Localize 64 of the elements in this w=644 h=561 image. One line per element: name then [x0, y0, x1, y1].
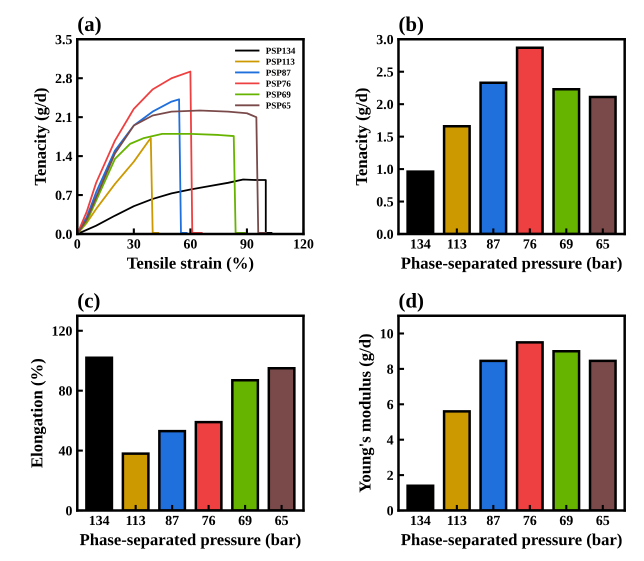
- y-tick-label: 1.5: [377, 132, 394, 142]
- y-tick-label: 6: [387, 400, 394, 410]
- y-tick-label: 0.7: [56, 190, 72, 200]
- y-axis-title: Tenacity (g/d): [34, 88, 50, 186]
- y-tick-label: 0: [387, 506, 394, 516]
- y-axis-title: Elongation (%): [30, 359, 46, 468]
- x-tick-label: 69: [238, 516, 252, 526]
- x-tick-label: 30: [127, 239, 140, 249]
- x-tick-label: 0: [74, 239, 80, 249]
- y-tick-label: 2.1: [56, 112, 72, 122]
- y-tick-label: 40: [58, 446, 72, 456]
- x-tick-label: 134: [90, 516, 110, 526]
- chart-title: (a): [78, 16, 101, 36]
- x-axis-title: Phase-separated pressure (bar): [80, 534, 300, 549]
- y-tick-label: 2.5: [376, 67, 394, 77]
- x-tick-label: 87: [486, 239, 500, 249]
- x-tick-label: 134: [411, 239, 431, 249]
- y-tick-label: 4: [386, 435, 394, 445]
- x-tick-label: 69: [560, 239, 573, 249]
- x-tick-label: 113: [126, 516, 146, 526]
- y-tick-label: 2: [387, 470, 394, 480]
- legend-label: PSP134: [266, 48, 296, 54]
- legend-label: PSP69: [266, 92, 291, 98]
- x-tick-label: 87: [166, 516, 179, 526]
- chart-title: (c): [78, 292, 100, 312]
- x-tick-label: 87: [486, 516, 500, 526]
- legend-label: PSP113: [266, 58, 295, 65]
- x-axis-title: Phase-separated pressure (bar): [401, 534, 622, 549]
- x-tick-label: 60: [184, 239, 197, 249]
- y-tick-label: 3.5: [56, 34, 72, 44]
- y-tick-label: 2.0: [376, 100, 394, 110]
- x-tick-label: 65: [596, 516, 610, 526]
- x-tick-label: 65: [275, 516, 288, 526]
- x-tick-label: 113: [448, 516, 466, 526]
- x-tick-label: 76: [524, 516, 536, 526]
- y-tick-label: 0.0: [376, 230, 394, 240]
- x-tick-label: 76: [524, 239, 536, 249]
- x-axis-title: Tensile strain (%): [127, 257, 254, 272]
- legend-label: PSP65: [266, 102, 291, 109]
- chart-title: (b): [399, 16, 424, 36]
- y-tick-label: 10: [380, 329, 394, 338]
- y-tick-label: 80: [58, 386, 72, 396]
- chart-title: (d): [399, 292, 424, 312]
- y-tick-label: 2.8: [56, 74, 72, 84]
- y-tick-label: 1.4: [56, 152, 72, 162]
- x-tick-label: 76: [202, 516, 216, 526]
- y-axis-title: Tenacity (g/d): [355, 88, 371, 186]
- y-tick-label: 0.0: [56, 230, 72, 240]
- y-tick-label: 8: [387, 364, 394, 374]
- y-axis-title: Young's modulus (g/d): [358, 334, 374, 493]
- x-tick-label: 120: [294, 239, 314, 249]
- x-tick-label: 134: [411, 516, 431, 526]
- y-tick-label: 1.0: [377, 164, 394, 174]
- legend-label: PSP87: [266, 70, 291, 76]
- y-tick-label: 0: [66, 506, 72, 516]
- legend-label: PSP76: [266, 80, 291, 87]
- x-tick-label: 65: [596, 239, 610, 249]
- x-tick-label: 113: [448, 239, 466, 249]
- y-tick-label: 120: [52, 326, 72, 336]
- x-axis-title: Phase-separated pressure (bar): [401, 257, 622, 272]
- x-tick-label: 90: [240, 239, 254, 249]
- x-tick-label: 69: [560, 516, 573, 526]
- y-tick-label: 3.0: [376, 34, 394, 44]
- y-tick-label: 0.5: [376, 197, 394, 207]
